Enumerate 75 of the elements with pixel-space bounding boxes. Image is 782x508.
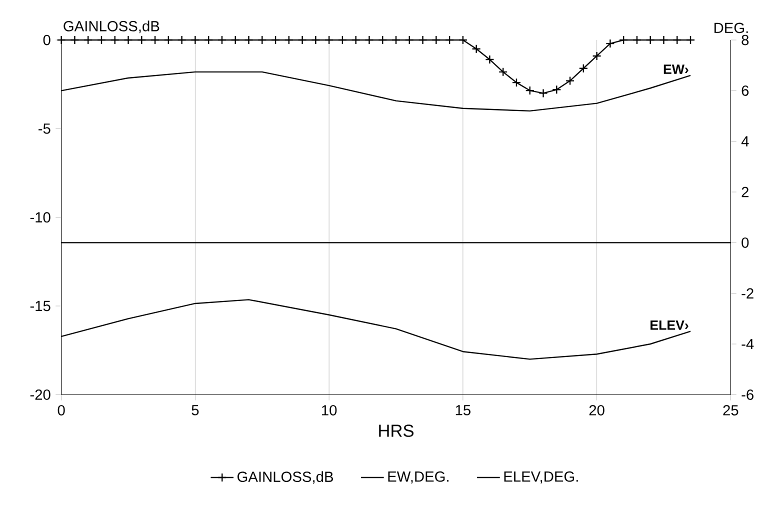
y2-tick-label: -6	[742, 389, 754, 400]
y2-tick-label: -4	[742, 338, 754, 350]
point	[592, 51, 602, 61]
point	[646, 35, 655, 45]
point	[659, 35, 668, 45]
y-tick-label: -10	[30, 212, 50, 223]
point	[364, 35, 374, 45]
x-tick-label: 15	[456, 405, 470, 416]
y2-tick-label: -2	[742, 288, 754, 298]
point	[338, 35, 348, 45]
point	[298, 35, 307, 45]
x-tick-label: 10	[322, 405, 337, 416]
point	[606, 38, 615, 48]
point	[565, 76, 575, 86]
y2-tick-label: 0	[742, 237, 749, 248]
point	[618, 35, 628, 45]
legend-label: EW,DEG.	[388, 471, 448, 484]
point	[458, 35, 468, 45]
point	[110, 35, 120, 45]
point	[258, 35, 267, 45]
legend-label: GAINLOSS,dB	[238, 471, 333, 484]
point	[311, 35, 320, 45]
x-tick-label: 25	[723, 405, 738, 416]
point	[538, 88, 548, 98]
point	[324, 35, 334, 45]
point	[204, 35, 214, 45]
point	[284, 35, 294, 45]
y-tick-label: -20	[30, 389, 50, 400]
point	[270, 35, 280, 45]
y-tick-label: -5	[38, 124, 50, 134]
x-tick-label: 20	[589, 405, 604, 416]
annotation: EW›	[664, 64, 688, 74]
legend-label: ELEV,DEG.	[504, 471, 578, 484]
point	[404, 35, 414, 45]
y2-tick-label: 6	[742, 85, 749, 96]
y2-tick-label: 2	[742, 186, 748, 198]
x-axis-title: HRS	[379, 424, 414, 437]
point	[512, 78, 522, 88]
y2-axis-title: DEG.	[714, 22, 748, 34]
point	[578, 64, 588, 73]
point	[351, 35, 360, 45]
y-axis-title: GAINLOSS,dB	[64, 20, 160, 34]
point	[124, 35, 133, 45]
point	[485, 54, 494, 64]
point	[190, 35, 200, 45]
point	[150, 35, 160, 45]
point	[672, 35, 682, 45]
point	[164, 35, 174, 45]
x-tick-label: 0	[58, 405, 65, 416]
point	[632, 35, 642, 45]
point	[525, 86, 534, 96]
point	[498, 67, 508, 77]
point	[84, 35, 93, 45]
point	[217, 35, 227, 45]
point	[432, 35, 441, 45]
y-tick-label: -15	[30, 300, 50, 312]
point	[391, 35, 401, 45]
point	[444, 35, 454, 45]
x-tick-label: 5	[192, 405, 199, 416]
y2-tick-label: 8	[742, 34, 749, 46]
point	[70, 35, 80, 45]
point	[230, 35, 240, 45]
point	[96, 35, 106, 45]
point	[418, 35, 428, 45]
annotation: ELEV›	[650, 320, 688, 330]
point	[472, 44, 481, 54]
point	[137, 35, 146, 45]
point	[56, 35, 66, 45]
y-tick-label: 0	[43, 34, 50, 46]
point	[378, 35, 388, 45]
point	[177, 35, 186, 45]
point	[552, 85, 562, 94]
point	[244, 35, 254, 45]
y2-tick-label: 4	[741, 136, 749, 146]
point	[686, 35, 696, 45]
